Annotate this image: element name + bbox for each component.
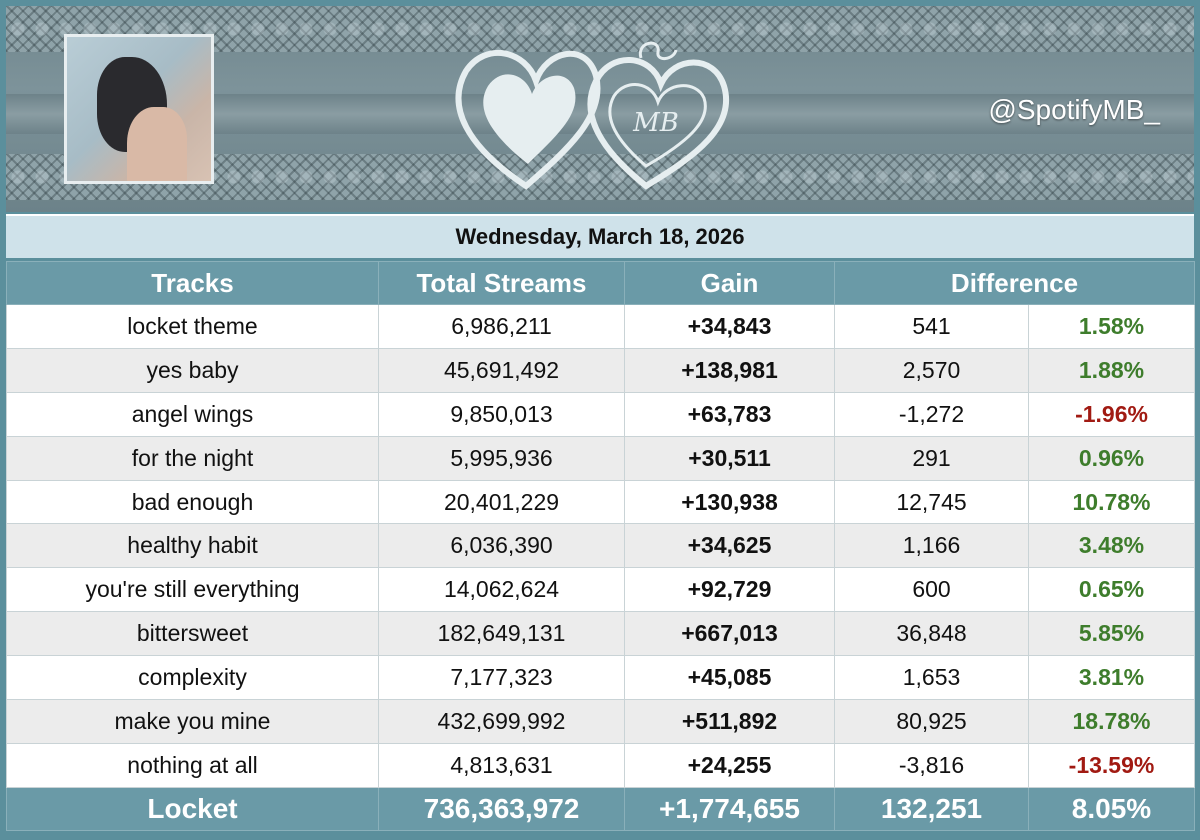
difference-percent-cell: 3.48% — [1028, 523, 1195, 569]
streams-table: Tracks Total Streams Gain Difference loc… — [6, 261, 1195, 831]
gain-cell: +511,892 — [624, 699, 835, 744]
table-row: bad enough 20,401,229 +130,938 12,745 10.78% — [6, 479, 1195, 525]
total-percent: 8.05% — [1028, 786, 1195, 831]
column-header-difference: Difference — [834, 261, 1195, 305]
difference-percent-cell: 1.88% — [1028, 347, 1195, 393]
total-label: Locket — [6, 786, 379, 831]
table-header-row: Tracks Total Streams Gain Difference — [6, 261, 1195, 305]
track-name: healthy habit — [6, 523, 379, 569]
date-heading: Wednesday, March 18, 2026 — [6, 214, 1194, 258]
difference-cell: -1,272 — [834, 391, 1029, 437]
gain-cell: +24,255 — [624, 742, 835, 788]
difference-percent-cell: 5.85% — [1028, 611, 1195, 657]
header-banner: MB @SpotifyMB_ — [6, 6, 1194, 212]
total-streams-cell: 6,036,390 — [378, 523, 625, 569]
table-row: complexity 7,177,323 +45,085 1,653 3.81% — [6, 655, 1195, 701]
track-name: angel wings — [6, 391, 379, 437]
heart-locket-logo: MB — [455, 41, 729, 190]
track-name: nothing at all — [6, 742, 379, 788]
gain-cell: +45,085 — [624, 655, 835, 701]
track-name: yes baby — [6, 347, 379, 393]
total-streams-cell: 432,699,992 — [378, 699, 625, 744]
column-header-gain: Gain — [624, 261, 835, 305]
total-streams-cell: 5,995,936 — [378, 435, 625, 481]
difference-percent-cell: 10.78% — [1028, 479, 1195, 525]
difference-cell: 541 — [834, 304, 1029, 349]
difference-cell: 36,848 — [834, 611, 1029, 657]
difference-percent-cell: 0.96% — [1028, 435, 1195, 481]
gain-cell: +34,625 — [624, 523, 835, 569]
table-row: you're still everything 14,062,624 +92,729… — [6, 567, 1195, 613]
difference-cell: 1,166 — [834, 523, 1029, 569]
table-row: nothing at all 4,813,631 +24,255 -3,816 -13.… — [6, 742, 1195, 788]
total-streams-cell: 7,177,323 — [378, 655, 625, 701]
gain-cell: +130,938 — [624, 479, 835, 525]
gain-cell: +92,729 — [624, 567, 835, 613]
total-row: Locket 736,363,972 +1,774,655 132,251 8.… — [6, 786, 1195, 831]
total-streams-cell: 9,850,013 — [378, 391, 625, 437]
gain-cell: +138,981 — [624, 347, 835, 393]
column-header-tracks: Tracks — [6, 261, 379, 305]
difference-percent-cell: -1.96% — [1028, 391, 1195, 437]
track-name: locket theme — [6, 304, 379, 349]
gain-cell: +34,843 — [624, 304, 835, 349]
track-name: bad enough — [6, 479, 379, 525]
difference-percent-cell: 0.65% — [1028, 567, 1195, 613]
track-name: you're still everything — [6, 567, 379, 613]
difference-percent-cell: 18.78% — [1028, 699, 1195, 744]
gain-cell: +667,013 — [624, 611, 835, 657]
difference-cell: 80,925 — [834, 699, 1029, 744]
table-row: make you mine 432,699,992 +511,892 80,925 18… — [6, 699, 1195, 744]
table-row: bittersweet 182,649,131 +667,013 36,848 5.85… — [6, 611, 1195, 657]
table-row: angel wings 9,850,013 +63,783 -1,272 -1.96% — [6, 391, 1195, 437]
difference-cell: 600 — [834, 567, 1029, 613]
total-streams: 736,363,972 — [378, 786, 625, 831]
track-name: complexity — [6, 655, 379, 701]
gain-cell: +63,783 — [624, 391, 835, 437]
track-name: bittersweet — [6, 611, 379, 657]
total-streams-cell: 182,649,131 — [378, 611, 625, 657]
column-header-total-streams: Total Streams — [378, 261, 625, 305]
table-body: locket theme 6,986,211 +34,843 541 1.58% yes … — [6, 304, 1195, 788]
album-cover — [64, 34, 214, 184]
total-streams-cell: 45,691,492 — [378, 347, 625, 393]
gain-cell: +30,511 — [624, 435, 835, 481]
difference-cell: 291 — [834, 435, 1029, 481]
total-gain: +1,774,655 — [624, 786, 835, 831]
difference-percent-cell: 1.58% — [1028, 304, 1195, 349]
table-row: for the night 5,995,936 +30,511 291 0.96% — [6, 435, 1195, 481]
cover-figure-skin — [127, 107, 187, 181]
logo-monogram: MB — [632, 108, 679, 138]
table-row: healthy habit 6,036,390 +34,625 1,166 3.48% — [6, 523, 1195, 569]
total-streams-cell: 6,986,211 — [378, 304, 625, 349]
difference-cell: -3,816 — [834, 742, 1029, 788]
difference-percent-cell: 3.81% — [1028, 655, 1195, 701]
track-name: make you mine — [6, 699, 379, 744]
total-difference: 132,251 — [834, 786, 1029, 831]
difference-percent-cell: -13.59% — [1028, 742, 1195, 788]
table-row: locket theme 6,986,211 +34,843 541 1.58% — [6, 304, 1195, 349]
difference-cell: 2,570 — [834, 347, 1029, 393]
total-streams-cell: 4,813,631 — [378, 742, 625, 788]
total-streams-cell: 14,062,624 — [378, 567, 625, 613]
track-name: for the night — [6, 435, 379, 481]
table-row: yes baby 45,691,492 +138,981 2,570 1.88% — [6, 347, 1195, 393]
difference-cell: 12,745 — [834, 479, 1029, 525]
total-streams-cell: 20,401,229 — [378, 479, 625, 525]
difference-cell: 1,653 — [834, 655, 1029, 701]
account-handle: @SpotifyMB_ — [988, 94, 1160, 125]
